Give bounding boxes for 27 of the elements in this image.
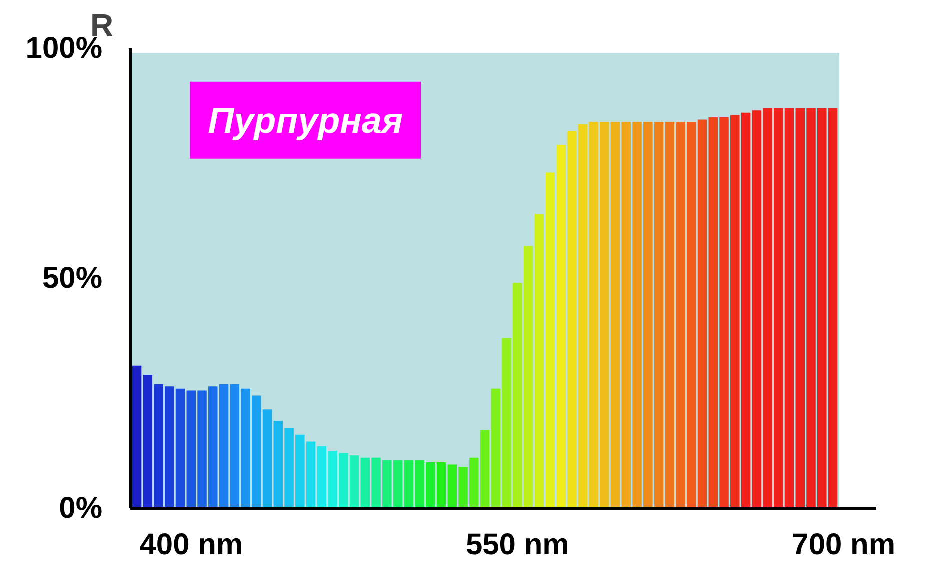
bar <box>436 462 446 508</box>
bar <box>513 283 522 508</box>
x-tick-label: 400 nm <box>140 528 244 562</box>
bar <box>372 458 381 508</box>
y-tick-label: 0% <box>59 492 102 525</box>
bar <box>534 214 544 508</box>
bar <box>426 462 436 508</box>
bar <box>524 246 534 508</box>
bar <box>491 388 501 508</box>
x-tick-label: 550 nm <box>466 528 570 562</box>
bar <box>339 453 348 508</box>
bar <box>132 366 142 508</box>
bar <box>393 460 403 508</box>
bar <box>360 458 370 508</box>
bar <box>350 456 360 508</box>
bar <box>502 338 512 508</box>
bar <box>458 467 468 508</box>
bar <box>415 460 424 508</box>
bar <box>828 108 838 508</box>
y-tick-label: 50% <box>42 262 103 295</box>
x-tick-label: 700 nm <box>792 528 896 562</box>
bar <box>382 460 392 508</box>
bar <box>448 464 458 508</box>
bar <box>480 430 490 508</box>
bar <box>470 458 479 508</box>
bar <box>404 460 414 508</box>
annotation: Пурпурная <box>208 100 404 141</box>
